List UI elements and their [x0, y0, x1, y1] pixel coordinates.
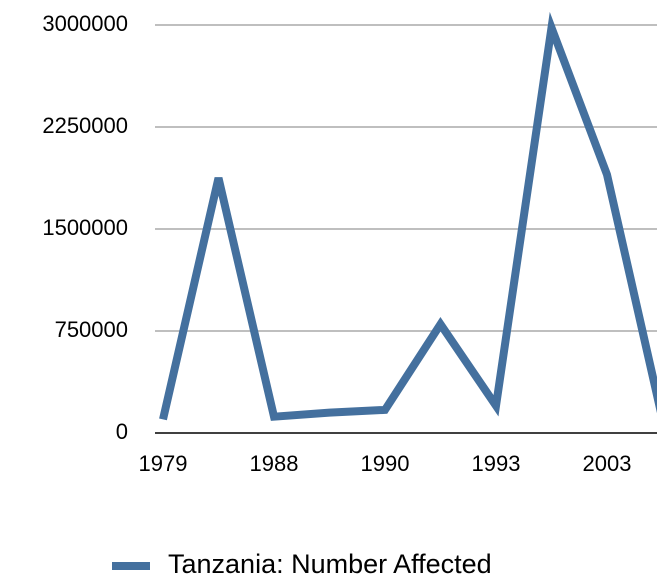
x-tick-label: 2003 — [583, 451, 632, 476]
y-tick-label: 2250000 — [42, 113, 128, 138]
y-tick-label: 1500000 — [42, 215, 128, 240]
x-tick-label: 1988 — [250, 451, 299, 476]
x-tick-label: 1993 — [472, 451, 521, 476]
legend-label: Tanzania: Number Affected — [168, 549, 492, 579]
x-tick-label: 1979 — [139, 451, 188, 476]
x-tick-label: 1990 — [361, 451, 410, 476]
y-tick-label: 750000 — [55, 317, 128, 342]
y-tick-label: 3000000 — [42, 11, 128, 36]
line-series — [159, 11, 657, 421]
y-tick-label: 0 — [116, 419, 128, 444]
